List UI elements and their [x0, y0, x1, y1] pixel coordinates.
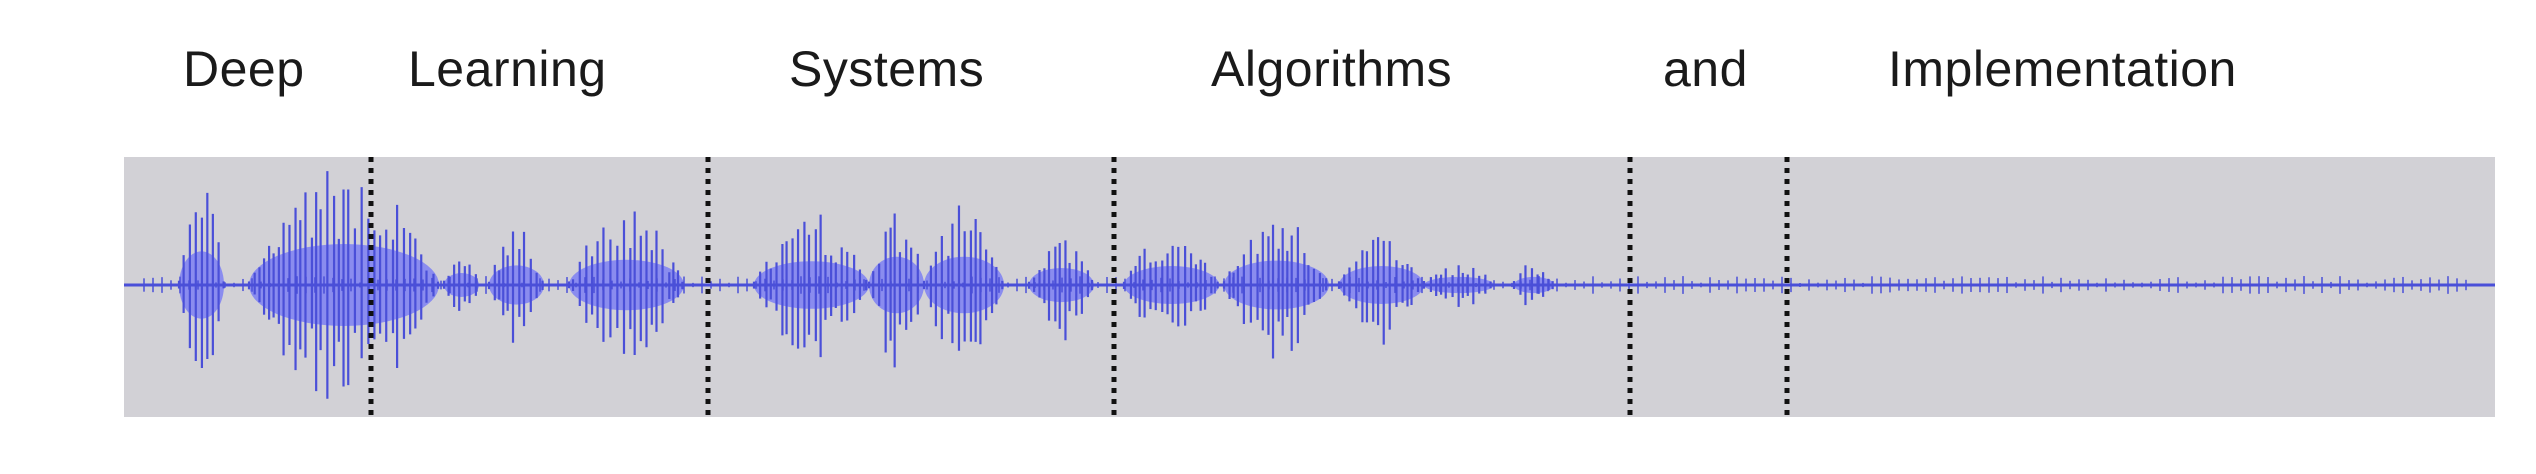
word-label-deep: Deep — [183, 41, 305, 97]
word-label-and: and — [1663, 41, 1748, 97]
word-label-algorithms: Algorithms — [1211, 41, 1453, 97]
word-label-systems: Systems — [789, 41, 985, 97]
audio-waveform — [124, 157, 2495, 417]
word-label-learning: Learning — [408, 41, 607, 97]
word-label-implementation: Implementation — [1888, 41, 2237, 97]
